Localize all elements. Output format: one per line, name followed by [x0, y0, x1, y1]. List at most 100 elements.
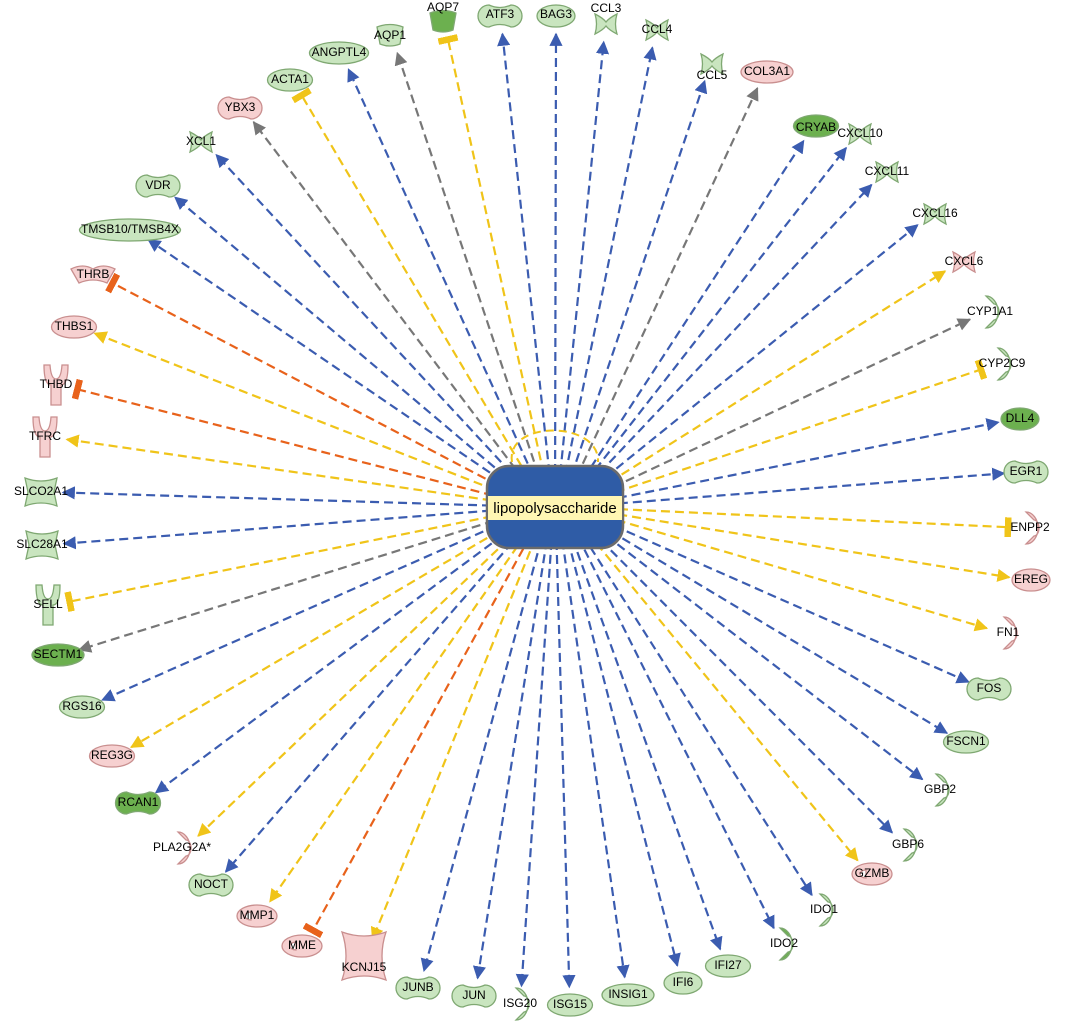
edge-ido2[interactable] [577, 536, 775, 930]
node-cxcl11[interactable]: CXCL11 [865, 160, 910, 184]
node-slco2a1[interactable]: SLCO2A1 [14, 476, 68, 508]
node-cyp1a1[interactable]: CYP1A1 [967, 295, 1013, 329]
node-col3a1[interactable]: COL3A1 [740, 60, 794, 84]
edge-cryab[interactable] [582, 139, 805, 480]
edge-ccl4[interactable] [564, 46, 657, 475]
hub-node[interactable]: lipopolysaccharide [485, 464, 625, 550]
edge-cyp1a1[interactable] [600, 318, 972, 495]
node-dll4[interactable]: DLL4 [1000, 407, 1040, 431]
node-mmp1[interactable]: MMP1 [236, 904, 278, 928]
node-sell[interactable]: SELL [33, 584, 63, 626]
node-xcl1[interactable]: XCL1 [186, 130, 216, 154]
edge-cxcl11[interactable] [589, 183, 873, 484]
edge-aqp7[interactable] [437, 34, 545, 475]
edge-slc28a1[interactable] [62, 508, 506, 550]
node-gbp2[interactable]: GBP2 [924, 773, 956, 807]
node-kcnj15[interactable]: KCNJ15 [340, 930, 388, 982]
node-ccl5[interactable]: CCL5 [697, 52, 728, 82]
node-tmsb10-tmsb4x[interactable]: TMSB10/TMSB4X [78, 218, 182, 242]
edge-tmsb10-tmsb4x[interactable] [147, 238, 514, 490]
edge-kcnj15[interactable] [370, 537, 537, 941]
edge-thbs1[interactable] [93, 331, 509, 497]
edge-isg15[interactable] [555, 540, 576, 989]
edge-ifi6[interactable] [566, 539, 681, 967]
edge-sell[interactable] [64, 512, 507, 612]
node-ereg[interactable]: EREG [1011, 568, 1051, 592]
node-fos[interactable]: FOS [966, 677, 1012, 701]
node-gzmb[interactable]: GZMB [851, 862, 893, 886]
node-thbs1[interactable]: THBS1 [50, 315, 98, 339]
node-insig1[interactable]: INSIG1 [601, 983, 655, 1007]
node-isg15[interactable]: ISG15 [546, 993, 594, 1017]
node-pla2g2a[interactable]: PLA2G2A* [153, 831, 211, 865]
node-jun[interactable]: JUN [451, 984, 497, 1008]
edge-egr1[interactable] [604, 467, 1006, 506]
edge-cyp2c9[interactable] [602, 359, 988, 498]
edge-thrb[interactable] [105, 272, 511, 493]
node-cxcl16[interactable]: CXCL16 [912, 202, 958, 226]
edge-insig1[interactable] [561, 540, 630, 979]
edge-noct[interactable] [224, 531, 523, 873]
node-ybx3[interactable]: YBX3 [217, 96, 263, 120]
node-angptl4[interactable]: ANGPTL4 [308, 41, 370, 65]
edge-ccl3[interactable] [559, 40, 610, 474]
node-ccl4[interactable]: CCL4 [642, 18, 673, 42]
edge-rcan1[interactable] [154, 525, 515, 794]
node-enpp2[interactable]: ENPP2 [1010, 511, 1050, 545]
node-aqp1[interactable]: AQP1 [374, 23, 406, 47]
edge-atf3[interactable] [497, 32, 551, 474]
edge-gbp2[interactable] [594, 526, 924, 781]
edge-dll4[interactable] [603, 418, 1000, 502]
node-cryab[interactable]: CRYAB [792, 114, 840, 138]
edge-jun[interactable] [472, 540, 548, 980]
node-aqp7[interactable]: AQP7 [427, 0, 459, 33]
edge-col3a1[interactable] [575, 87, 759, 477]
edge-angptl4[interactable] [347, 68, 535, 477]
edge-gzmb[interactable] [586, 532, 859, 862]
edge-ereg[interactable] [604, 511, 1011, 582]
node-ifi27[interactable]: IFI27 [704, 954, 752, 978]
edge-reg3g[interactable] [130, 522, 512, 749]
edge-ifi27[interactable] [571, 538, 723, 951]
node-thbd[interactable]: THBD [40, 364, 73, 406]
edge-mmp1[interactable] [269, 533, 527, 903]
node-rcan1[interactable]: RCAN1 [114, 791, 162, 815]
node-slc28a1[interactable]: SLC28A1 [16, 529, 68, 561]
edge-vdr[interactable] [174, 196, 517, 487]
node-gbp6[interactable]: GBP6 [892, 828, 924, 862]
edge-fos[interactable] [600, 519, 970, 684]
node-egr1[interactable]: EGR1 [1003, 460, 1049, 484]
node-cxcl10[interactable]: CXCL10 [837, 122, 883, 146]
node-rgs16[interactable]: RGS16 [58, 695, 106, 719]
edge-thbd[interactable] [71, 378, 507, 500]
edge-sectm1[interactable] [77, 515, 508, 653]
node-tfrc[interactable]: TFRC [29, 416, 61, 458]
edge-cxcl10[interactable] [585, 146, 847, 482]
edge-fn1[interactable] [602, 515, 989, 632]
edge-mme[interactable] [302, 535, 531, 939]
edge-rgs16[interactable] [101, 519, 510, 702]
edge-junb[interactable] [420, 539, 543, 972]
node-bag3[interactable]: BAG3 [536, 4, 576, 28]
edge-aqp1[interactable] [394, 51, 540, 476]
node-mme[interactable]: MME [281, 934, 323, 958]
node-ifi6[interactable]: IFI6 [663, 971, 703, 995]
node-sectm1[interactable]: SECTM1 [31, 643, 85, 667]
edge-tfrc[interactable] [65, 434, 506, 504]
edge-pla2g2a[interactable] [197, 529, 519, 837]
node-ido2[interactable]: IDO2 [770, 927, 798, 961]
edge-fscn1[interactable] [597, 522, 949, 735]
edge-slco2a1[interactable] [61, 486, 506, 508]
node-fn1[interactable]: FN1 [997, 616, 1020, 650]
node-ccl3[interactable]: CCL3 [591, 1, 622, 36]
edge-isg20[interactable] [515, 540, 553, 988]
edge-ido1[interactable] [581, 534, 813, 897]
node-ido1[interactable]: IDO1 [810, 893, 838, 927]
node-cyp2c9[interactable]: CYP2C9 [979, 347, 1026, 381]
node-junb[interactable]: JUNB [395, 976, 441, 1000]
edge-cxcl6[interactable] [597, 270, 947, 491]
edge-bag3[interactable] [549, 32, 563, 474]
edge-xcl1[interactable] [215, 153, 522, 484]
edge-ccl5[interactable] [570, 79, 708, 476]
edge-acta1[interactable] [291, 87, 530, 479]
